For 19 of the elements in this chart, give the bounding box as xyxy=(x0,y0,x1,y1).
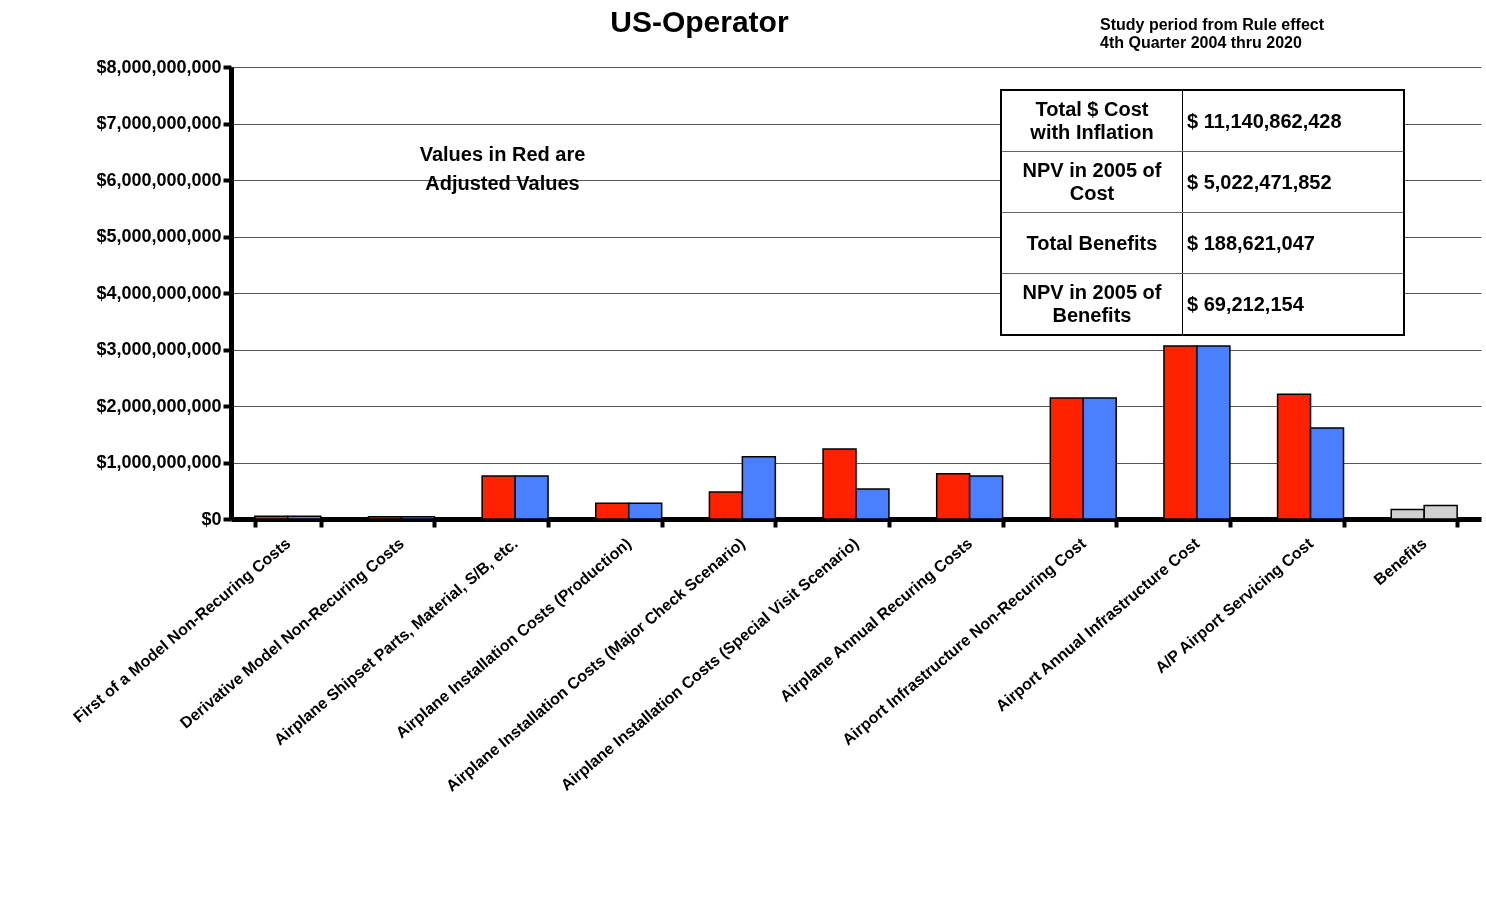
y-tick-label: $3,000,000,000 xyxy=(96,339,222,359)
y-tick-label: $8,000,000,000 xyxy=(96,56,222,77)
y-tick-label: $5,000,000,000 xyxy=(96,226,222,246)
y-tick-label: $4,000,000,000 xyxy=(96,282,222,303)
y-tick-label: $6,000,000,000 xyxy=(96,169,222,190)
y-tick-label: $2,000,000,000 xyxy=(96,395,222,416)
annotation: Total $ Cost with Inflation xyxy=(1001,90,1183,152)
chart-title: US-Operator xyxy=(610,5,789,38)
annotation: $ 11,140,862,428 xyxy=(1182,90,1404,152)
annotation: Total Benefits xyxy=(1001,212,1183,274)
annotation: $ 188,621,047 xyxy=(1182,212,1404,274)
y-tick-label: $0 xyxy=(201,508,222,529)
annotation: $ 69,212,154 xyxy=(1182,273,1404,335)
annotation: NPV in 2005 of Cost xyxy=(1001,151,1183,213)
y-tick-label: $7,000,000,000 xyxy=(96,113,222,133)
annotation: $ 5,022,471,852 xyxy=(1182,151,1404,213)
y-tick-label: $1,000,000,000 xyxy=(96,452,222,472)
text: Study period from Rule effect 4th Quarter 2004 thru 2020 xyxy=(1100,16,1325,52)
annotation: NPV in 2005 of Benefits xyxy=(1001,273,1183,335)
